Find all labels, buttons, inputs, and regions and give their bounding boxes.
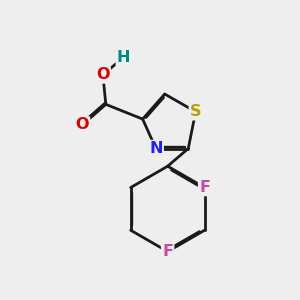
Text: N: N [149, 141, 163, 156]
Text: F: F [162, 244, 173, 259]
Text: O: O [76, 118, 89, 133]
Text: H: H [117, 50, 130, 65]
Text: O: O [96, 68, 110, 82]
Text: S: S [190, 104, 201, 119]
Text: F: F [199, 180, 210, 195]
